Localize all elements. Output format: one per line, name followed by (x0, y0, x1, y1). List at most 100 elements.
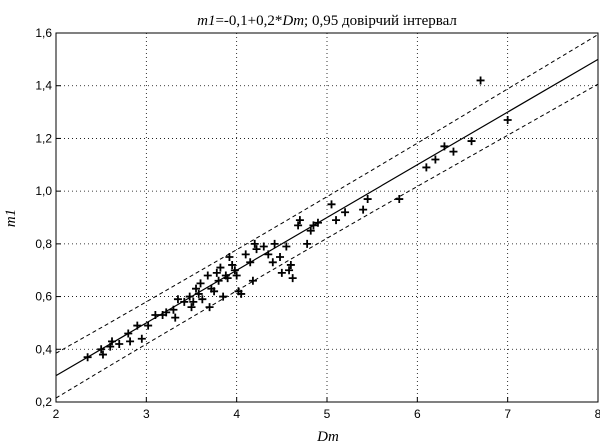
y-axis-ticks: 0,2 0,4 0,6 0,8 1,0 1,2 1,4 1,6 (35, 26, 61, 409)
data-point (259, 242, 268, 251)
y-axis-label: m1 (3, 209, 19, 227)
data-point (144, 321, 153, 330)
data-point (237, 289, 246, 298)
data-point (151, 311, 160, 320)
data-point (422, 163, 431, 172)
data-point (288, 274, 297, 283)
chart-title-equation: =-0,1+0,2* (215, 13, 282, 29)
data-point (171, 313, 180, 322)
x-tick-label: 8 (595, 407, 600, 421)
data-point (180, 297, 189, 306)
data-point (126, 337, 135, 346)
y-tick-label: 0,4 (35, 342, 52, 356)
regression-line (55, 58, 599, 377)
data-point (327, 200, 336, 209)
data-point (294, 221, 303, 230)
x-tick-label: 5 (324, 407, 331, 421)
data-point (115, 340, 124, 349)
x-axis-ticks: 2 3 4 5 6 7 8 (53, 397, 600, 421)
data-point (169, 305, 178, 314)
data-point (440, 142, 449, 151)
data-point (137, 334, 146, 343)
data-point (341, 208, 350, 217)
data-point (303, 239, 312, 248)
data-point (212, 268, 221, 277)
y-tick-label: 1,2 (35, 131, 52, 145)
x-axis-label: Dm (316, 429, 339, 445)
data-point (248, 276, 257, 285)
confidence-lower-line (55, 83, 599, 399)
chart-title-m1: m1 (197, 13, 215, 29)
data-point (476, 76, 485, 85)
data-point (83, 353, 92, 362)
data-point (173, 295, 182, 304)
data-point (223, 274, 232, 283)
data-point (449, 147, 458, 156)
data-point (189, 297, 198, 306)
x-tick-label: 4 (233, 407, 240, 421)
data-point (503, 115, 512, 124)
data-point (309, 221, 318, 230)
data-point (431, 155, 440, 164)
data-point (282, 242, 291, 251)
y-tick-label: 1,6 (35, 26, 52, 40)
data-point (306, 226, 315, 235)
data-point (210, 287, 219, 296)
data-point (246, 258, 255, 267)
data-point (332, 216, 341, 225)
y-tick-label: 1,0 (35, 184, 52, 198)
data-point (359, 205, 368, 214)
data-point (295, 216, 304, 225)
regression-line-group (55, 58, 599, 377)
data-point (198, 295, 207, 304)
data-point (133, 321, 142, 330)
chart-title-interval: ; 0,95 довірчий інтервал (304, 13, 457, 29)
data-point (467, 137, 476, 146)
data-point (270, 239, 279, 248)
chart-title: m1=-0,1+0,2*Dm; 0,95 довірчий інтервал (197, 13, 457, 29)
data-point (363, 195, 372, 204)
data-point (185, 292, 194, 301)
data-point (97, 345, 106, 354)
data-point (214, 276, 223, 285)
data-point (216, 263, 225, 272)
data-point (241, 250, 250, 259)
data-point (264, 250, 273, 259)
data-point (205, 303, 214, 312)
data-point (108, 337, 117, 346)
data-point (225, 253, 234, 262)
data-point (219, 292, 228, 301)
data-point (286, 260, 295, 269)
data-point (313, 218, 322, 227)
x-tick-label: 3 (143, 407, 150, 421)
data-point (276, 253, 285, 262)
chart-title-dm: Dm (281, 13, 304, 29)
confidence-band (55, 34, 599, 399)
data-point (194, 289, 203, 298)
data-point (124, 329, 133, 338)
data-point (187, 303, 196, 312)
y-tick-label: 0,6 (35, 290, 52, 304)
data-point (268, 258, 277, 267)
x-tick-label: 6 (414, 407, 421, 421)
x-tick-label: 2 (53, 407, 60, 421)
data-point (162, 308, 171, 317)
y-tick-label: 0,8 (35, 237, 52, 251)
data-point (285, 266, 294, 275)
data-point (203, 271, 212, 280)
data-points (83, 76, 512, 362)
y-tick-label: 1,4 (35, 79, 52, 93)
data-point (228, 260, 237, 269)
data-point (230, 266, 239, 275)
data-point (98, 350, 107, 359)
data-point (196, 279, 205, 288)
x-tick-label: 7 (504, 407, 511, 421)
data-point (106, 342, 115, 351)
data-point (232, 271, 241, 280)
data-point (250, 239, 259, 248)
data-point (252, 245, 261, 254)
data-point (192, 284, 201, 293)
data-point (277, 268, 286, 277)
data-point (395, 195, 404, 204)
